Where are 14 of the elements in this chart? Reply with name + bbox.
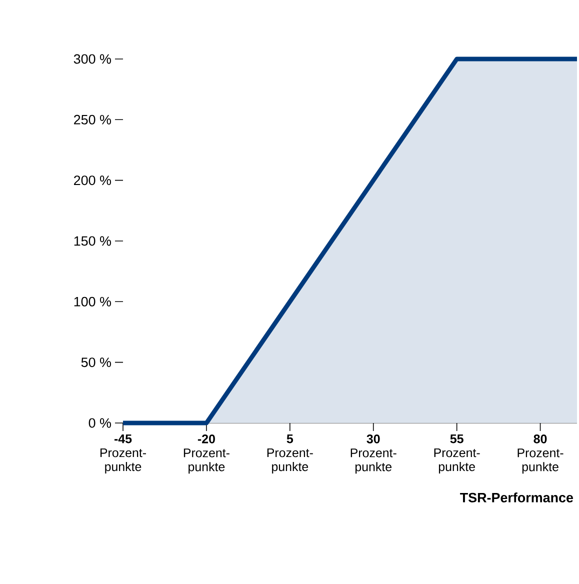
x-tick-label: 80 Prozent-punkte xyxy=(518,434,564,474)
x-axis-title: TSR-Performance xyxy=(460,492,573,502)
x-tick-label: -45 Prozent-punkte xyxy=(100,434,146,474)
x-tick-label: -20 Prozent-punkte xyxy=(184,434,230,474)
x-tick-label: 30 Prozent-punkte xyxy=(350,434,396,474)
x-tick-label: 55 Prozent-punkte xyxy=(434,434,480,474)
y-tick-label: 150 % xyxy=(74,236,111,246)
y-tick-label: 300 % xyxy=(74,54,111,64)
y-tick-label: 200 % xyxy=(74,176,111,186)
y-tick-label: 0 % xyxy=(88,418,111,428)
y-tick-label: 100 % xyxy=(74,296,111,306)
y-tick-label: 250 % xyxy=(74,114,111,124)
x-tick-label: 5 Prozent-punkte xyxy=(267,434,313,474)
y-tick-label: 50 % xyxy=(81,358,111,368)
